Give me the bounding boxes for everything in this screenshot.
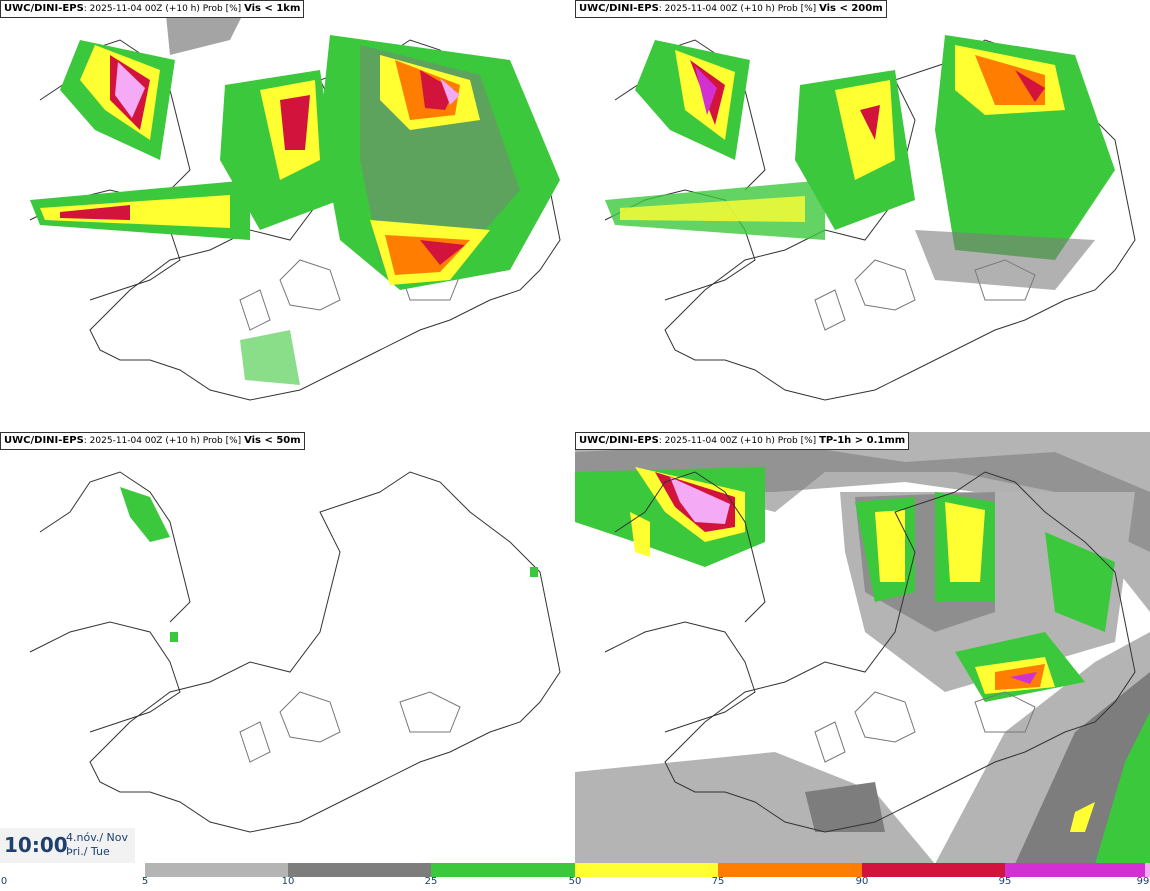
map-panel-vis-50m: UWC/DINI-EPS: 2025-11-04 00Z (+10 h) Pro… [0, 432, 575, 864]
model-name: UWC/DINI-EPS [4, 435, 84, 446]
legend-swatch [718, 863, 862, 877]
prob-fields-vis-200m [605, 35, 1115, 290]
field-name: Vis < 1km [244, 3, 301, 14]
legend-tick-label: 10 [281, 876, 295, 887]
legend-swatch [1005, 863, 1145, 877]
run-info: 2025-11-04 00Z (+10 h) Prob [%] [664, 436, 817, 446]
legend-swatch [288, 863, 431, 877]
panel-title: UWC/DINI-EPS: 2025-11-04 00Z (+10 h) Pro… [575, 432, 910, 450]
run-info: 2025-11-04 00Z (+10 h) Prob [%] [89, 436, 242, 446]
legend-colorbar [145, 863, 1150, 877]
map-vis-50m [29, 471, 561, 833]
field-name: TP-1h > 0.1mm [819, 435, 906, 446]
panel-title: UWC/DINI-EPS: 2025-11-04 00Z (+10 h) Pro… [575, 0, 887, 18]
legend-tick-label: 75 [711, 876, 725, 887]
valid-date-line2: Þri./ Tue [66, 845, 110, 858]
valid-date-line1: 4.nóv./ Nov [66, 831, 129, 844]
run-info: 2025-11-04 00Z (+10 h) Prob [%] [664, 4, 817, 14]
model-name: UWC/DINI-EPS [4, 3, 84, 14]
legend-tick-label: 0 [0, 876, 8, 887]
legend-tick-label: 5 [141, 876, 149, 887]
legend-swatch [575, 863, 718, 877]
map-vis-200m [604, 35, 1136, 401]
panel-title: UWC/DINI-EPS: 2025-11-04 00Z (+10 h) Pro… [0, 432, 305, 450]
map-tp-1h [575, 432, 1150, 864]
legend-tick-label: 50 [568, 876, 582, 887]
model-name: UWC/DINI-EPS [579, 3, 659, 14]
run-info: 2025-11-04 00Z (+10 h) Prob [%] [89, 4, 242, 14]
prob-fields-vis-50m [120, 487, 538, 642]
map-panel-vis-1km: UWC/DINI-EPS: 2025-11-04 00Z (+10 h) Pro… [0, 0, 575, 432]
model-name: UWC/DINI-EPS [579, 435, 659, 446]
legend-tick-label: 99 [1136, 876, 1150, 887]
legend-swatch [862, 863, 1005, 877]
prob-fields-tp-1h [575, 432, 1150, 864]
valid-time-box: 10:00 4.nóv./ Nov Þri./ Tue [0, 828, 135, 863]
map-vis-1km [29, 0, 561, 401]
legend-tick-label: 90 [855, 876, 869, 887]
map-panel-vis-200m: UWC/DINI-EPS: 2025-11-04 00Z (+10 h) Pro… [575, 0, 1150, 432]
field-name: Vis < 50m [244, 435, 301, 446]
valid-date: 4.nóv./ Nov Þri./ Tue [66, 831, 128, 859]
map-panel-tp-1h: UWC/DINI-EPS: 2025-11-04 00Z (+10 h) Pro… [575, 432, 1150, 864]
legend-swatch [431, 863, 575, 877]
prob-fields-vis-1km [30, 0, 560, 385]
legend-swatch [1145, 863, 1150, 877]
valid-time: 10:00 [4, 833, 68, 857]
legend-swatch [145, 863, 288, 877]
legend-tick-label: 95 [998, 876, 1012, 887]
field-name: Vis < 200m [819, 3, 883, 14]
legend-tick-label: 25 [424, 876, 438, 887]
panel-title: UWC/DINI-EPS: 2025-11-04 00Z (+10 h) Pro… [0, 0, 305, 18]
